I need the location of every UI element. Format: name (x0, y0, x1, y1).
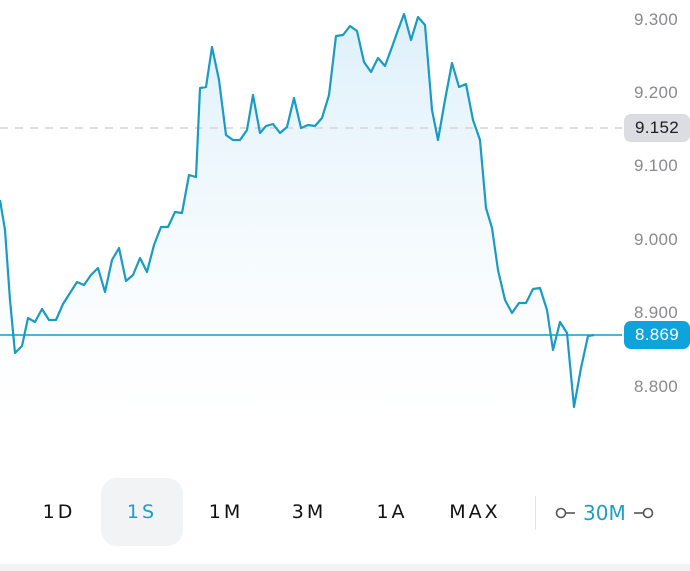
interval-label: 30M (583, 501, 626, 525)
range-1s-button[interactable]: 1S (101, 478, 183, 546)
slider-knob-right-icon (632, 506, 654, 520)
price-line (0, 12, 595, 409)
reference-price-badge: 9.152 (623, 114, 690, 142)
y-axis-tick-label: 8.900 (633, 303, 678, 322)
y-axis-tick-label: 8.800 (633, 377, 678, 396)
y-axis-tick-label: 9.200 (633, 83, 678, 102)
bottom-divider-strip (0, 564, 690, 571)
range-1a-button[interactable]: 1A (376, 501, 408, 523)
range-divider (535, 496, 536, 530)
interval-selector-button[interactable]: 30M (555, 494, 654, 532)
last-price-badge: 8.869 (623, 321, 690, 349)
price-chart[interactable]: 9.300 9.200 9.100 9.000 8.900 8.800 9.152 8.8… (0, 0, 690, 460)
y-axis-tick-label: 9.000 (633, 230, 678, 249)
range-max-button[interactable]: MAX (449, 501, 501, 523)
price-chart-canvas[interactable] (0, 0, 690, 460)
range-1m-button[interactable]: 1M (208, 501, 244, 523)
range-selector: 1D 1S 1M 3M 1A MAX 30M (0, 476, 690, 548)
y-axis-tick-label: 9.100 (633, 156, 678, 175)
range-1d-button[interactable]: 1D (42, 501, 76, 523)
price-area-fill (0, 14, 594, 420)
y-axis-tick-label: 9.300 (633, 10, 678, 29)
slider-knob-left-icon (555, 506, 577, 520)
range-3m-button[interactable]: 3M (291, 501, 327, 523)
